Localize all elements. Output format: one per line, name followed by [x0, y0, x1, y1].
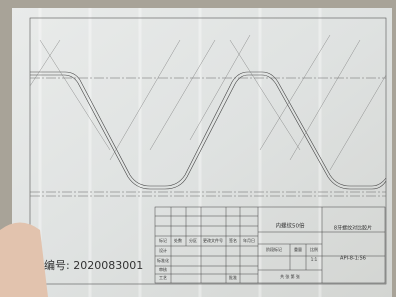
header-cell: 标记	[159, 237, 167, 243]
header-cell: 年月日	[243, 237, 255, 243]
film-sheet	[12, 8, 392, 297]
header-cell: 更改文件号	[203, 237, 223, 243]
stage-label: 重量	[294, 246, 302, 252]
header-cell: 分区	[189, 237, 197, 243]
row-label: 批准	[229, 274, 237, 280]
row-label: 设计	[159, 247, 167, 253]
row-label: 标准化	[157, 257, 169, 263]
photo: 编号: 2020083001 内螺纹50倍 8牙螺纹对比胶片 API-8-1:5…	[0, 0, 396, 297]
row-label: 工艺	[159, 275, 167, 280]
sheet: 共 张 第 张	[280, 273, 300, 279]
header-cell: 处数	[174, 237, 182, 243]
serial-number: 编号: 2020083001	[44, 258, 143, 272]
page: 编号: 2020083001 内螺纹50倍 8牙螺纹对比胶片 API-8-1:5…	[0, 0, 396, 297]
stage-label: 阶段标记	[266, 246, 282, 252]
stage-label: 比例	[310, 246, 318, 252]
scale: 1:1	[311, 257, 318, 262]
drawing-no: API-8-1:56	[340, 256, 366, 262]
header-cell: 签名	[229, 237, 237, 243]
row-label: 审核	[159, 266, 167, 272]
part-name: 8牙螺纹对比胶片	[334, 225, 372, 232]
drawing-name: 内螺纹50倍	[276, 222, 305, 230]
